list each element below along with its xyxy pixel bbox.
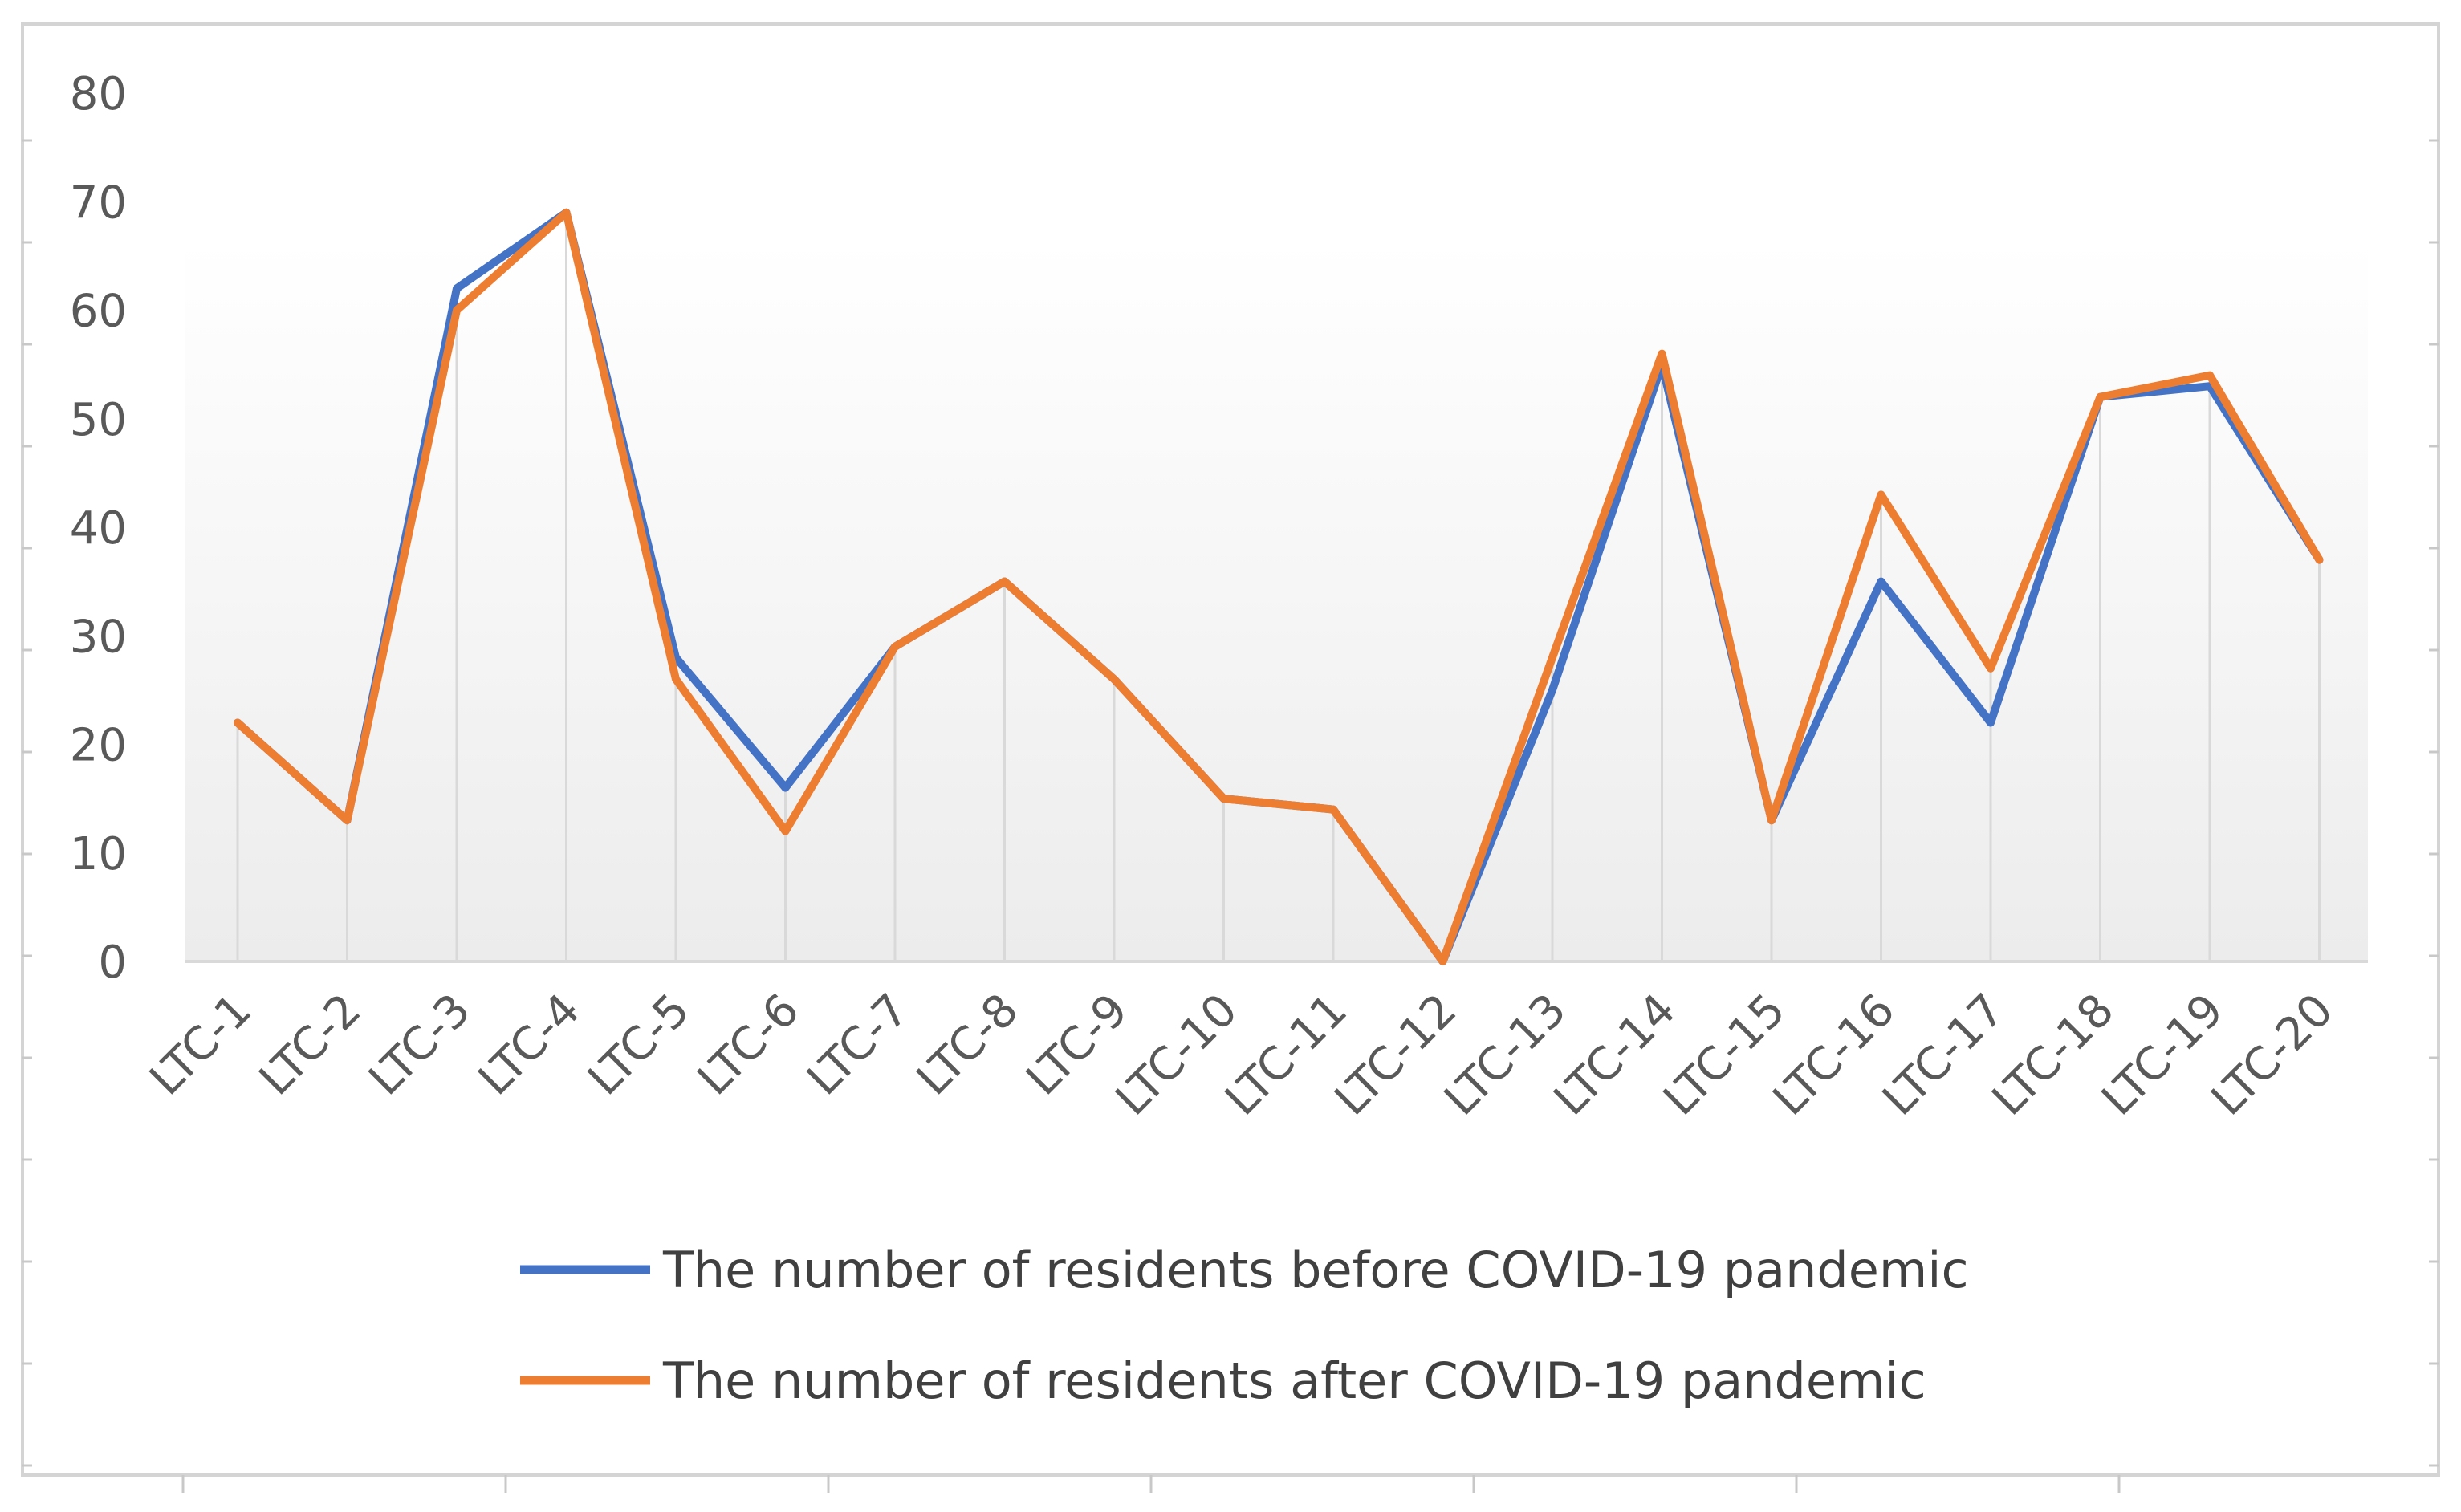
plot-area — [185, 241, 2368, 961]
frame-edge-ticks — [22, 139, 2439, 1493]
y-tick-label: 80 — [70, 68, 127, 120]
legend-label: The number of residents after COVID-19 p… — [662, 1351, 1926, 1410]
y-tick-label: 20 — [70, 720, 127, 772]
y-tick-label: 60 — [70, 286, 127, 338]
y-tick-label: 10 — [70, 828, 127, 880]
y-tick-label: 0 — [98, 937, 127, 989]
y-tick-label: 70 — [70, 177, 127, 229]
y-tick-label: 40 — [70, 502, 127, 555]
drop-lines — [236, 212, 2321, 961]
series-lines — [234, 208, 2324, 965]
y-tick-label: 30 — [70, 611, 127, 663]
y-axis-tick-labels: 0 10 20 30 40 50 60 70 80 — [70, 68, 127, 989]
legend-label: The number of residents before COVID-19 … — [662, 1241, 1969, 1299]
legend: The number of residents before COVID-19 … — [520, 1241, 1969, 1410]
series-line — [234, 208, 2324, 965]
y-tick-label: 50 — [70, 394, 127, 446]
